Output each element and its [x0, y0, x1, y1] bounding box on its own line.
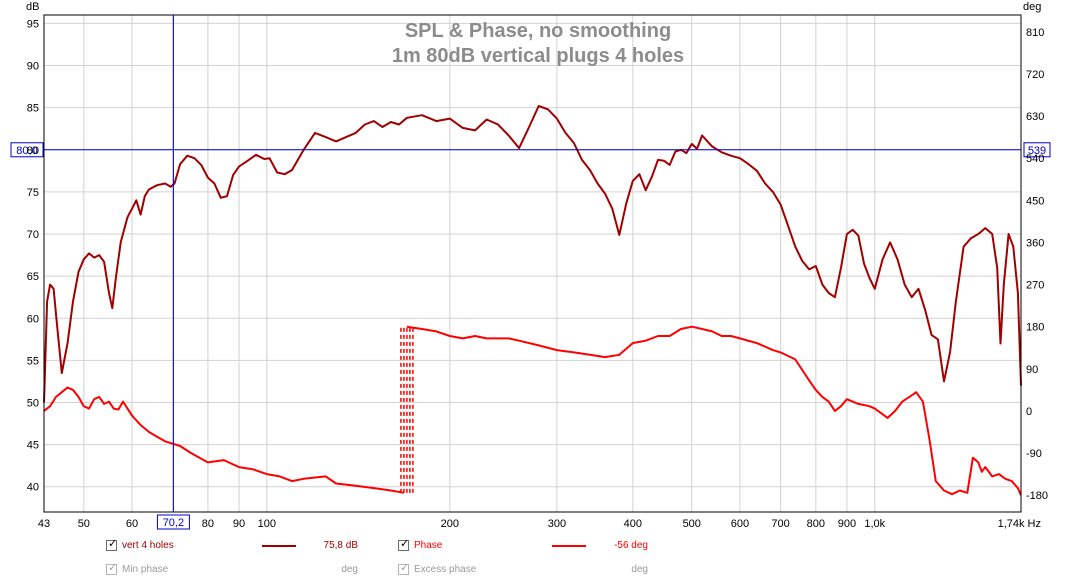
x-tick-label: 80: [202, 518, 214, 530]
legend-excess-phase-label: Excess phase: [414, 564, 477, 575]
cursor-x-label-box: [156, 514, 190, 530]
y-tick-label-left: 60: [27, 313, 39, 325]
chart-title: SPL & Phase, no smoothing: [405, 20, 671, 42]
legend-series1-label: vert 4 holes: [122, 540, 174, 551]
cursor-x-label: 70,2: [163, 517, 184, 529]
x-tick-label: 200: [441, 518, 459, 530]
y-tick-label-left: 50: [27, 397, 39, 409]
check-icon: ✓: [400, 562, 410, 574]
y-tick-label-right: 720: [1026, 69, 1044, 81]
y-tick-label-right: 270: [1026, 280, 1044, 292]
y-axis-unit-left: dB: [26, 1, 39, 13]
x-tick-label: 1,74k Hz: [998, 518, 1041, 530]
check-icon: ✓: [108, 538, 118, 550]
legend: ✓ vert 4 holes 75,8 dB ✓ Phase -56 deg ✓…: [96, 536, 656, 582]
series-layer: [43, 105, 1022, 496]
y-tick-label-left: 85: [27, 103, 39, 115]
x-tick-label: 1,0k: [864, 518, 885, 530]
y-tick-label-left: 55: [27, 355, 39, 367]
legend-series2-label: Phase: [414, 540, 443, 551]
cursor-y-label-box: [10, 142, 44, 158]
y-tick-label-left: 75: [27, 187, 39, 199]
grid: [44, 15, 1021, 512]
y-tick-label-left: 40: [27, 482, 39, 494]
plot-frame: [43, 14, 1022, 513]
series-line-1: [43, 105, 1022, 403]
x-tick-label: 500: [683, 518, 701, 530]
check-icon: ✓: [108, 562, 118, 574]
legend-series2-value: -56 deg: [614, 540, 648, 551]
legend-row-spl: ✓ vert 4 holes 75,8 dB ✓ Phase -56 deg: [96, 538, 656, 554]
y-tick-label-left: 65: [27, 271, 39, 283]
y-tick-label-right: 630: [1026, 111, 1044, 123]
series-line-2: [43, 325, 1022, 496]
x-tick-label: 43: [38, 518, 50, 530]
y-tick-label-left: 90: [27, 61, 39, 73]
y-tick-label-right: 540: [1026, 153, 1044, 165]
y-tick-label-left: 70: [27, 229, 39, 241]
legend-min-phase-label: Min phase: [122, 564, 169, 575]
check-icon: ✓: [400, 538, 410, 550]
y-tick-label-right: 0: [1026, 406, 1032, 418]
y-tick-label-right: 180: [1026, 322, 1044, 334]
cursor-y-right-label: 539: [1028, 145, 1046, 157]
legend-excess-phase-value: deg: [631, 564, 648, 575]
x-tick-label: 90: [233, 518, 245, 530]
chart-svg: 80,0 539 70,2 40 45 50 55 60 65 70 75 80 85 90 95 -180…: [10, 1, 1051, 530]
legend-min-phase-value: deg: [341, 564, 358, 575]
y-tick-label-right: 360: [1026, 237, 1044, 249]
chart-subtitle: 1m 80dB vertical plugs 4 holes: [392, 45, 684, 67]
x-tick-label: 900: [838, 518, 856, 530]
legend-series2-swatch: [552, 545, 586, 547]
y-tick-label-left: 80: [27, 145, 39, 157]
phase-checkbox[interactable]: ✓: [398, 538, 410, 551]
excess-phase-checkbox[interactable]: ✓: [398, 562, 410, 575]
x-tick-label: 700: [771, 518, 789, 530]
y-axis-unit-right: deg: [1023, 1, 1041, 13]
x-tick-label: 800: [807, 518, 825, 530]
vert-4-holes-checkbox[interactable]: ✓: [106, 538, 118, 551]
min-phase-checkbox[interactable]: ✓: [106, 562, 118, 575]
y-tick-label-right: -90: [1026, 448, 1042, 460]
axes-text: 40 45 50 55 60 65 70 75 80 85 90 95 -180 -90 0 90 180 270…: [26, 1, 1048, 530]
cursor-y-right-label-box: [1023, 142, 1051, 158]
y-tick-label-left: 45: [27, 440, 39, 452]
y-tick-label-right: 810: [1026, 27, 1044, 39]
x-tick-label: 600: [731, 518, 749, 530]
cursor-y-label: 80,0: [16, 145, 37, 157]
y-tick-label-right: -180: [1026, 490, 1048, 502]
x-tick-label: 300: [548, 518, 566, 530]
legend-series1-swatch: [262, 545, 296, 547]
y-tick-label-left: 95: [27, 18, 39, 30]
legend-series1-value: 75,8 dB: [323, 540, 358, 551]
x-tick-label: 60: [126, 518, 138, 530]
x-tick-label: 100: [258, 518, 276, 530]
y-tick-label-right: 450: [1026, 195, 1044, 207]
x-tick-label: 400: [624, 518, 642, 530]
legend-row-phase-extras: ✓ Min phase deg ✓ Excess phase deg: [96, 562, 656, 578]
x-tick-label: 50: [78, 518, 90, 530]
y-tick-label-right: 90: [1026, 364, 1038, 376]
cursor-layer: 80,0 539 70,2: [10, 15, 1051, 530]
